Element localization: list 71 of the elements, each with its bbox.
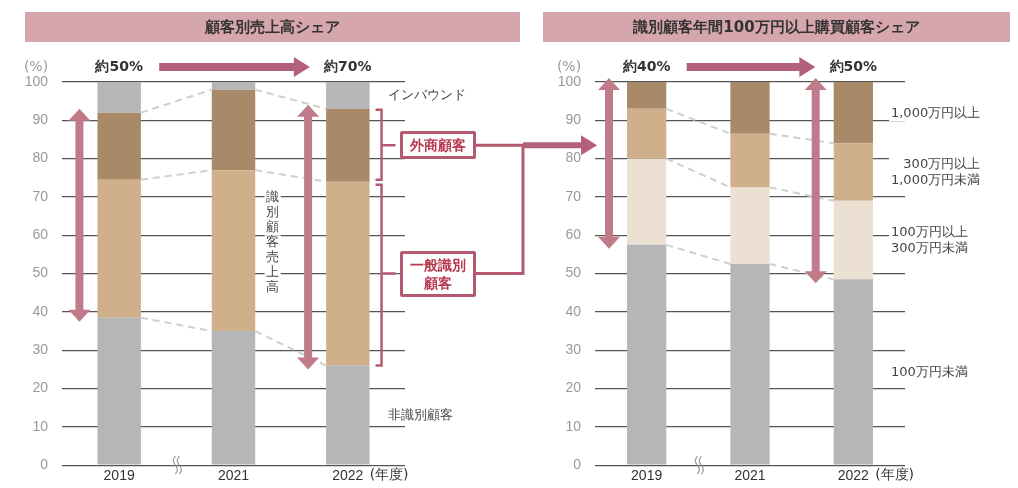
x-tick-label: 2021 [734,467,766,484]
bar [211,89,256,171]
bar [833,279,873,465]
y-tick-label: 90 [32,111,49,128]
y-tick-label: 70 [565,187,582,204]
y-tick-label: 0 [573,456,582,473]
y-tick-label: 60 [565,226,582,243]
x-tick-label: 2019 [103,467,135,484]
bar [326,108,370,182]
y-tick-label: 30 [32,341,49,358]
text: 約50% [94,57,143,74]
bar [833,200,873,280]
x-axis-title: (年度) [369,465,409,482]
y-tick-label: 80 [565,149,582,166]
bar [97,179,141,318]
bar [833,82,873,144]
bar [326,365,370,465]
y-axis-title: (%) [556,57,582,74]
bar [627,82,667,109]
y-tick-label: 10 [565,417,582,434]
bar [627,244,667,465]
chart-title: 識別顧客年間100万円以上購買顧客シェア [543,12,1010,42]
bar [833,143,873,201]
y-axis-title: (%) [23,57,49,74]
y-tick-label: 10 [32,417,49,434]
y-tick-label: 50 [32,264,49,281]
bar [211,170,256,332]
x-tick-label: 2021 [217,467,250,484]
text: 一般識別顧客 [399,250,476,297]
bar [730,133,770,188]
bar [326,82,370,109]
x-tick-label: 2022 [837,467,870,484]
series-label: 300万円以上 1,000万円未満 [888,156,983,189]
series-label: 100万円以上 300万円未満 [888,224,970,257]
text: 約70% [323,57,372,74]
bar [326,181,370,366]
bar [627,158,667,245]
y-tick-label: 90 [565,111,582,128]
bar [211,82,256,90]
y-tick-label: 30 [565,341,582,358]
bar [211,331,256,465]
bar [730,82,770,134]
y-tick-label: 40 [565,302,582,319]
bar [97,317,141,465]
y-tick-label: 70 [32,187,49,204]
bar [730,187,770,265]
x-tick-label: 2022 [332,467,364,484]
y-tick-label: 20 [565,379,582,396]
series-label: 非識別顧客 [385,407,455,424]
y-tick-label: 100 [24,72,49,89]
series-label: 1,000万円以上 [888,104,983,121]
y-tick-label: 40 [32,302,49,319]
chart-title: 顧客別売上高シェア [25,12,520,42]
text: 約40% [621,57,671,74]
bar [97,112,141,180]
bar [627,108,667,159]
y-tick-label: 0 [40,456,49,473]
x-tick-label: 2019 [631,467,663,484]
y-tick-label: 100 [557,72,582,89]
text: 外商顧客 [399,131,476,160]
y-tick-label: 50 [565,264,582,281]
y-tick-label: 80 [32,149,49,166]
series-label: インバウンド [385,87,468,104]
x-axis-title: (年度) [875,465,915,482]
y-tick-label: 60 [32,226,49,243]
y-tick-label: 20 [32,379,49,396]
annotation: 識別顧客売上高 [266,188,280,294]
bar [730,264,770,465]
text: 約50% [828,57,878,74]
bar [97,82,141,113]
series-label: 100万円未満 [888,364,970,381]
